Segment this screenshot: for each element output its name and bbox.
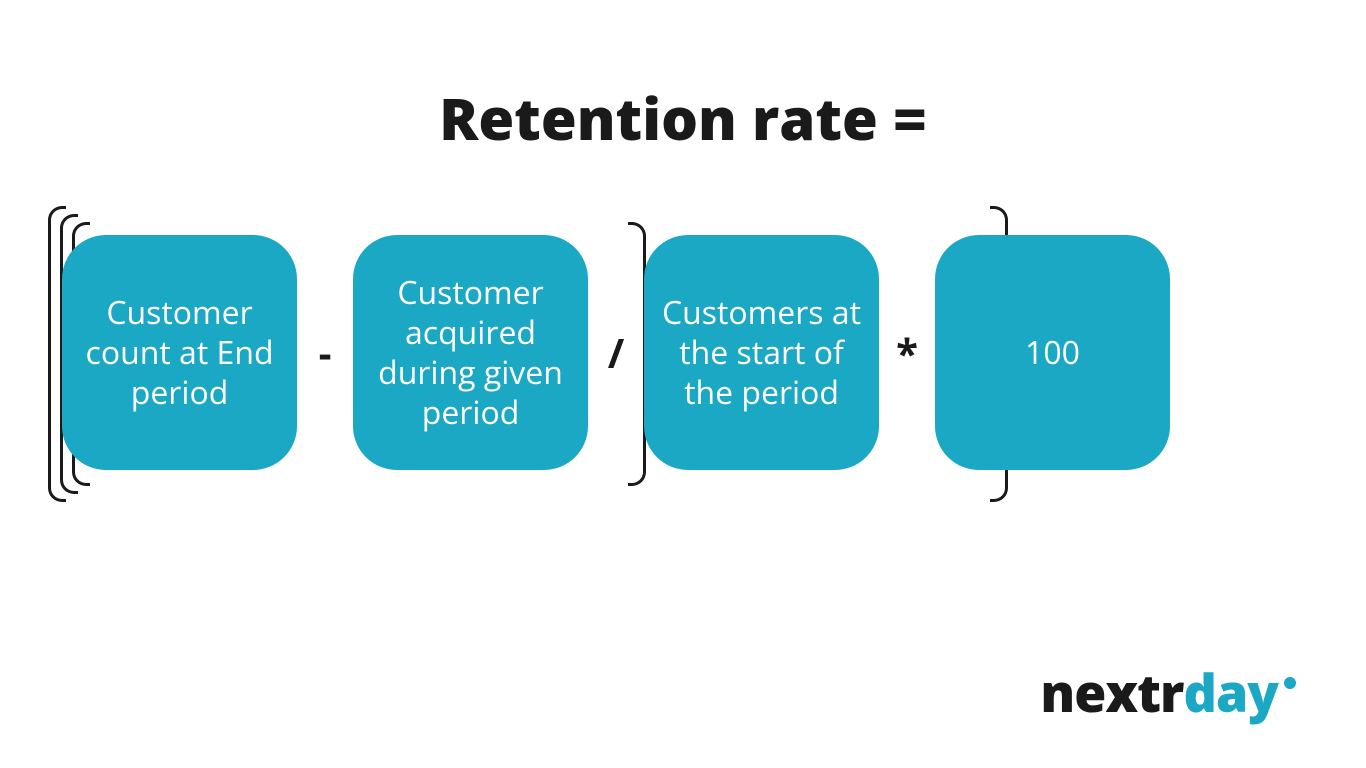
operator-divide: / bbox=[588, 325, 644, 380]
page-title: Retention rate = bbox=[0, 78, 1366, 157]
logo-part1: nextr bbox=[1040, 657, 1183, 728]
brand-logo: nextrday bbox=[1040, 657, 1296, 728]
box-hundred: 100 bbox=[935, 235, 1170, 470]
logo-part2: day bbox=[1183, 657, 1278, 728]
box-acquired: Customer acquired during given period bbox=[353, 235, 588, 470]
operator-minus: - bbox=[297, 325, 353, 380]
operator-multiply: * bbox=[879, 325, 935, 380]
logo-dot-icon bbox=[1284, 677, 1296, 689]
box-end-count: Customer count at End period bbox=[62, 235, 297, 470]
formula-row: Customer count at End period - Customer … bbox=[62, 235, 1170, 470]
box-start-count: Customers at the start of the period bbox=[644, 235, 879, 470]
canvas: Retention rate = Customer count at End p… bbox=[0, 0, 1366, 768]
